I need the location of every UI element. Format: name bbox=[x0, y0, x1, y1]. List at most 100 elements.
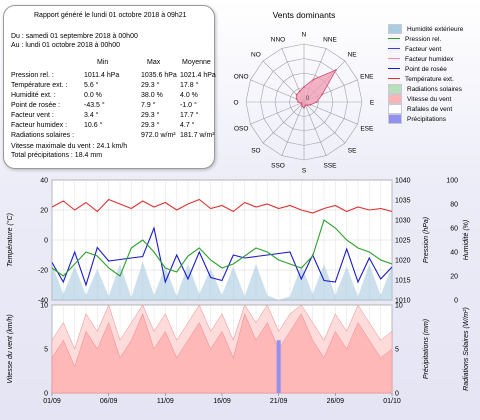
rose-point-NNE bbox=[312, 78, 315, 81]
x-tick-label: 16/09 bbox=[213, 398, 231, 405]
legend-swatch bbox=[388, 84, 402, 94]
y-right-humidity-tick: 40 bbox=[450, 250, 458, 257]
legend-item: Vitesse du vent bbox=[388, 94, 476, 104]
y-right-humidity-tick: 20 bbox=[450, 274, 458, 281]
legend-swatch bbox=[388, 65, 400, 73]
report-avg-3: -1.0 ° bbox=[180, 102, 197, 109]
report-label-2: Humidité ext. : bbox=[11, 92, 56, 99]
report-period-to: Au : lundi 01 octobre 2018 à 00h00 bbox=[11, 42, 120, 49]
report-min-3: -43.5 ° bbox=[84, 102, 105, 109]
y-right-pressure-tick: 1025 bbox=[395, 238, 411, 245]
report-min-1: 5.6 ° bbox=[84, 82, 99, 89]
col-header-min: Min bbox=[97, 59, 109, 66]
rose-point-NO bbox=[295, 93, 298, 96]
rose-direction-label: ENE bbox=[360, 73, 374, 80]
legend-label: Température ext. bbox=[405, 75, 454, 83]
rose-point-ONO bbox=[295, 97, 298, 100]
rose-direction-label: O bbox=[233, 100, 238, 107]
series-temperature-line bbox=[51, 198, 393, 214]
y-left-tick: -40 bbox=[38, 298, 48, 305]
rose-point-NNO bbox=[298, 90, 301, 93]
legend-item: Humidité extérieure bbox=[388, 24, 476, 34]
report-panel: Rapport généré le lundi 01 octobre 2018 … bbox=[3, 5, 216, 169]
rose-direction-label: NNO bbox=[271, 37, 285, 44]
series-precipitation-bar bbox=[276, 340, 281, 393]
report-min-4: 3.4 ° bbox=[84, 112, 99, 119]
col-header-avg: Moyenne bbox=[182, 59, 211, 66]
rose-point-O bbox=[297, 101, 300, 103]
report-max-0: 1035.6 hPa bbox=[141, 72, 177, 79]
legend-label: Facteur vent bbox=[405, 45, 442, 53]
y-right-pressure-tick: 1020 bbox=[395, 258, 411, 265]
report-label-0: Pression rel. : bbox=[11, 72, 54, 79]
report-period-from: Du : samedi 01 septembre 2018 à 00h00 bbox=[11, 33, 138, 40]
report-label-4: Facteur vent : bbox=[11, 112, 54, 119]
legend-swatch bbox=[388, 75, 400, 83]
report-max-5: 29.3 ° bbox=[141, 122, 160, 129]
y-right-humidity-tick: 0 bbox=[454, 298, 458, 305]
rose-spoke bbox=[303, 101, 346, 144]
report-label-3: Point de rosée : bbox=[11, 102, 61, 109]
y-right-precip-tick: 10 bbox=[395, 303, 403, 310]
total-rain-text: Total précipitations : 18.4 mm bbox=[11, 152, 103, 159]
y-right-precip-tick: 0 bbox=[395, 391, 399, 398]
report-avg-6: 181.7 w/m² bbox=[180, 132, 215, 139]
rose-direction-label: N bbox=[302, 32, 307, 39]
rose-spoke bbox=[281, 101, 305, 156]
y-right-pressure-tick: 1015 bbox=[395, 278, 411, 285]
series-pressure-line bbox=[51, 219, 393, 277]
legend-item: Facteur vent bbox=[388, 44, 476, 54]
rose-direction-label: OSO bbox=[234, 126, 248, 133]
rose-direction-label: NE bbox=[348, 51, 358, 58]
legend-item: Facteur humidex bbox=[388, 54, 476, 64]
report-avg-2: 4.0 % bbox=[180, 92, 198, 99]
x-tick-label: 01/10 bbox=[383, 398, 401, 405]
y-left-tick: 10 bbox=[40, 303, 48, 310]
y-left-tick: 20 bbox=[40, 208, 48, 215]
rose-direction-label: E bbox=[370, 100, 375, 107]
x-tick-label: 26/09 bbox=[327, 398, 345, 405]
y-right-title-humidity: Humidité (%) bbox=[463, 220, 470, 260]
legend-swatch bbox=[388, 24, 402, 34]
rose-spoke bbox=[250, 79, 305, 103]
y-right-title-solar: Radiations Solaires (W/m²) bbox=[463, 307, 470, 391]
legend-item: Radiations solaires bbox=[388, 84, 476, 94]
legend-label: Rafales de vent bbox=[407, 105, 453, 113]
rose-direction-label: SSO bbox=[271, 162, 285, 169]
time-series-chart: -40-200204010101015102010251030103510400… bbox=[6, 178, 470, 406]
rose-direction-label: SE bbox=[348, 148, 357, 155]
report-min-2: 0.0 % bbox=[84, 92, 102, 99]
report-max-3: 7.9 ° bbox=[141, 102, 156, 109]
rose-point-ENE bbox=[321, 93, 324, 96]
legend-swatch bbox=[388, 114, 402, 124]
rose-point-OSO bbox=[300, 102, 303, 105]
y-right-pressure-tick: 1035 bbox=[395, 198, 411, 205]
report-min-0: 1011.4 hPa bbox=[84, 72, 120, 79]
y-left-tick: -20 bbox=[38, 268, 48, 275]
rose-ring-label: 0 bbox=[306, 96, 310, 102]
x-tick-label: 21/09 bbox=[270, 398, 288, 405]
rose-direction-label: SO bbox=[251, 148, 260, 155]
y-left-tick: 40 bbox=[40, 178, 48, 185]
series-dewpoint-line bbox=[51, 226, 393, 287]
y-right-pressure-tick: 1040 bbox=[395, 178, 411, 185]
rose-point-S bbox=[303, 106, 305, 109]
legend-swatch bbox=[388, 104, 402, 114]
rose-point-N bbox=[303, 86, 305, 88]
y-right-title-pressure: Pression (hPa) bbox=[423, 217, 430, 263]
series-wind-area bbox=[51, 313, 393, 394]
legend-item: Rafales de vent bbox=[388, 104, 476, 114]
legend-label: Point de rosée bbox=[405, 65, 447, 73]
rose-point-SSO bbox=[301, 105, 304, 108]
max-wind-text: Vitesse maximale du vent : 24.1 km/h bbox=[11, 143, 128, 150]
legend-label: Vitesse du vent bbox=[407, 95, 452, 103]
y-right-precip-tick: 5 bbox=[395, 347, 399, 354]
rose-direction-label: NO bbox=[251, 51, 261, 58]
legend-item: Point de rosée bbox=[388, 64, 476, 74]
report-label-1: Température ext. : bbox=[11, 82, 68, 89]
col-header-max: Max bbox=[147, 59, 161, 66]
report-min-5: 10.6 ° bbox=[84, 122, 103, 129]
y-right-humidity-tick: 100 bbox=[446, 178, 458, 185]
rose-spoke bbox=[303, 101, 327, 156]
y-left-title-lower: Vitesse du vent (km/h) bbox=[7, 314, 14, 384]
